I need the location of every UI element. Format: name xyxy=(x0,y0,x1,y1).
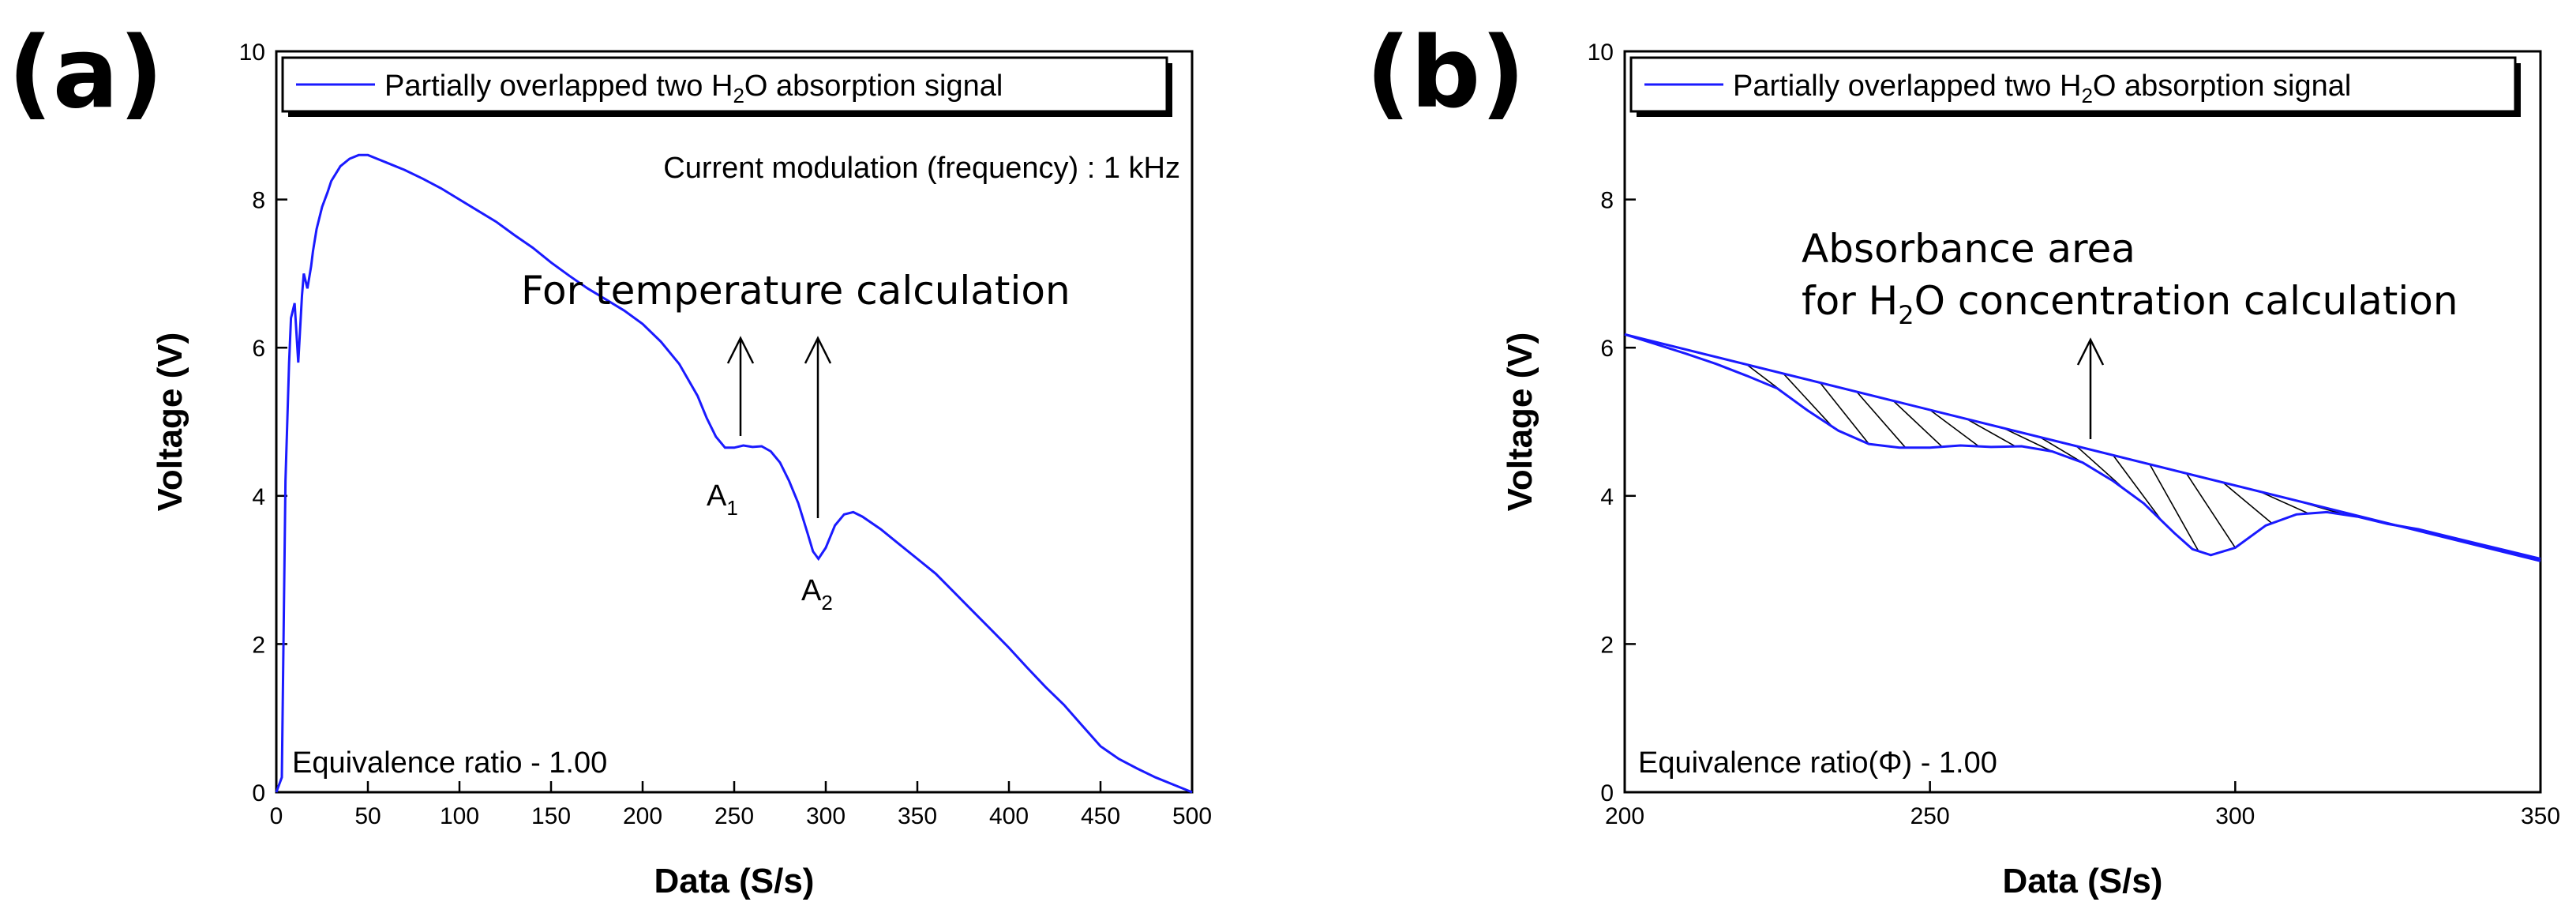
hatch-line-12 xyxy=(2185,472,2237,548)
arrow-a1-head xyxy=(726,336,755,364)
arrow-absorbance xyxy=(2076,337,2105,439)
y-axis-title-b: Voltage (V) xyxy=(1501,333,1539,512)
a-ytick-label-3: 6 xyxy=(252,336,265,362)
hatch-line-2 xyxy=(1819,382,1869,445)
b-ytick-label-2: 4 xyxy=(1600,484,1614,510)
a-ytick-label-2: 4 xyxy=(252,484,265,510)
legend-b: Partially overlapped two H2O absorption … xyxy=(1629,56,2521,117)
a-ytick-label-4: 8 xyxy=(252,188,265,214)
x-axis-title-b: Data (S/s) xyxy=(2003,862,2163,900)
hatch-line-3 xyxy=(1856,391,1907,449)
baseline-line-b xyxy=(1624,333,2541,562)
arrow-a2-head xyxy=(804,336,832,364)
hatch-line-10 xyxy=(2113,454,2163,522)
b-ytick-label-5: 10 xyxy=(1588,39,1614,66)
x-axis-title-a: Data (S/s) xyxy=(654,862,815,900)
label-a2: A2 xyxy=(801,574,833,614)
annotation-equivalence-b: Equivalence ratio(Φ) - 1.00 xyxy=(1638,746,1997,780)
legend-a: Partially overlapped two H2O absorption … xyxy=(281,56,1172,117)
annotation-absorbance-line2: for H2O concentration calculation xyxy=(1802,278,2458,330)
x-axis-ticks-b: 200 250 300 350 xyxy=(1605,781,2560,829)
b-ytick-label-3: 6 xyxy=(1600,336,1614,362)
a-xtick-label-9: 450 xyxy=(1081,803,1120,829)
hatch-line-6 xyxy=(1966,418,2016,447)
b-ytick-label-0: 0 xyxy=(1600,780,1614,806)
panel-label-a: (a) xyxy=(8,17,163,130)
hatch-line-13 xyxy=(2222,482,2273,524)
annotation-equivalence-a: Equivalence ratio - 1.00 xyxy=(292,746,607,780)
y-axis-ticks-a: 0 2 4 6 8 10 xyxy=(239,39,287,806)
panel-b: (b) 200 250 300 350 0 2 4 6 8 10 Data (S/s) Volt… xyxy=(1366,17,2560,900)
b-xtick-label-3: 350 xyxy=(2521,803,2560,829)
a-ytick-label-1: 2 xyxy=(252,632,265,658)
legend-label-a: Partially overlapped two H2O absorption … xyxy=(384,70,1003,107)
hatch-line-7 xyxy=(2003,427,2053,453)
label-a1: A1 xyxy=(707,479,738,520)
y-axis-ticks-b: 0 2 4 6 8 10 xyxy=(1588,39,1636,806)
a-xtick-label-10: 500 xyxy=(1172,803,1212,829)
absorbance-hatch xyxy=(1746,363,2345,552)
y-axis-title-a: Voltage (V) xyxy=(151,333,189,512)
panel-a: (a) 0 50 100 150 200 250 300 350 400 450 500 0 2 4 6 8… xyxy=(8,17,1212,900)
a-xtick-label-7: 350 xyxy=(898,803,937,829)
a-xtick-label-5: 250 xyxy=(714,803,754,829)
annotation-modulation: Current modulation (frequency) : 1 kHz xyxy=(663,152,1180,185)
legend-label-b: Partially overlapped two H2O absorption … xyxy=(1733,70,2351,107)
arrow-a2 xyxy=(804,336,832,518)
a-xtick-label-0: 0 xyxy=(270,803,283,829)
a-xtick-label-6: 300 xyxy=(806,803,846,829)
b-ytick-label-4: 8 xyxy=(1600,188,1614,214)
a-xtick-label-4: 200 xyxy=(623,803,662,829)
hatch-line-4 xyxy=(1892,400,1943,448)
a-ytick-label-0: 0 xyxy=(252,780,265,806)
plot-frame-b xyxy=(1623,50,2542,794)
hatch-line-14 xyxy=(2259,490,2309,514)
b-xtick-label-1: 250 xyxy=(1910,803,1950,829)
a-ytick-label-5: 10 xyxy=(239,39,265,66)
b-xtick-label-2: 300 xyxy=(2215,803,2255,829)
b-ytick-label-1: 2 xyxy=(1600,632,1614,658)
annotation-absorbance-line1: Absorbance area xyxy=(1802,226,2135,272)
b-xtick-label-0: 200 xyxy=(1605,803,1644,829)
a-xtick-label-2: 100 xyxy=(440,803,479,829)
a-xtick-label-8: 400 xyxy=(989,803,1029,829)
hatch-line-5 xyxy=(1929,409,1980,447)
arrow-a1 xyxy=(726,336,755,436)
hatch-line-1 xyxy=(1783,373,1833,427)
panel-label-b: (b) xyxy=(1366,17,1525,130)
legend-box-a xyxy=(281,56,1168,113)
annotation-temperature: For temperature calculation xyxy=(521,268,1071,314)
hatch-line-11 xyxy=(2149,464,2199,552)
legend-box-b xyxy=(1629,56,2517,113)
series-line-a xyxy=(275,153,1193,794)
a-xtick-label-3: 150 xyxy=(531,803,571,829)
arrow-absorbance-head xyxy=(2076,337,2105,366)
a-xtick-label-1: 50 xyxy=(354,803,381,829)
x-axis-ticks-a: 0 50 100 150 200 250 300 350 400 450 500 xyxy=(270,781,1212,829)
